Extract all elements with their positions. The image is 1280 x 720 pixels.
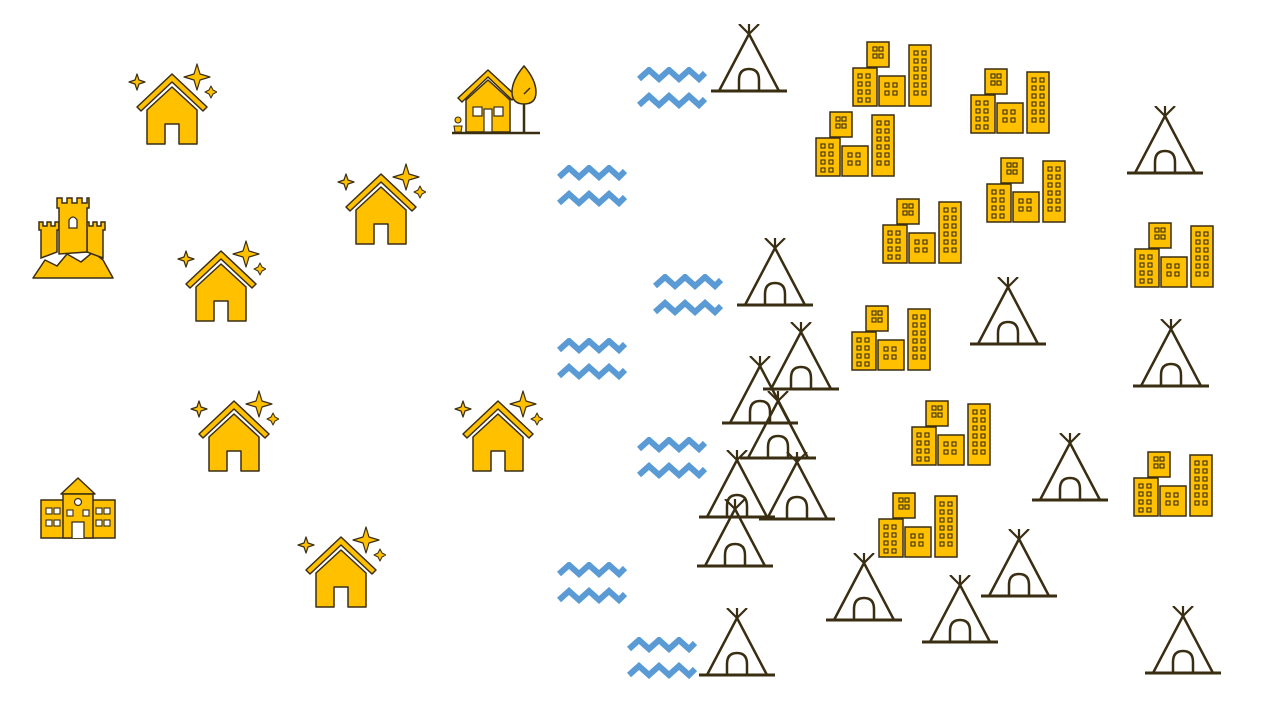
sparkle-house-icon bbox=[454, 390, 543, 472]
tepee-tent-icon bbox=[735, 238, 815, 307]
tepee-tent-icon bbox=[697, 608, 777, 677]
water-waves-icon bbox=[559, 341, 625, 376]
tepee-tent-icon bbox=[709, 24, 789, 93]
tepee-tent-icon bbox=[761, 322, 841, 391]
city-buildings-icon bbox=[882, 198, 962, 264]
tepee-tent-icon bbox=[1125, 106, 1205, 175]
school-icon bbox=[40, 477, 116, 539]
water-waves-icon bbox=[559, 168, 625, 203]
tepee-tent-icon bbox=[979, 529, 1059, 598]
city-buildings-icon bbox=[986, 157, 1066, 223]
city-buildings-icon bbox=[970, 68, 1050, 134]
city-buildings-icon bbox=[851, 305, 931, 371]
city-buildings-icon bbox=[852, 41, 932, 107]
water-waves-icon bbox=[639, 70, 705, 105]
tepee-tent-icon bbox=[968, 277, 1048, 346]
sparkle-house-icon bbox=[337, 163, 426, 245]
water-waves-icon bbox=[655, 277, 721, 312]
tepee-tent-icon bbox=[920, 575, 1000, 644]
sparkle-house-icon bbox=[177, 240, 266, 322]
tepee-tent-icon bbox=[757, 452, 837, 521]
water-waves-icon bbox=[559, 565, 625, 600]
castle-icon bbox=[32, 197, 114, 279]
sparkle-house-icon bbox=[190, 390, 279, 472]
tepee-tent-icon bbox=[1030, 433, 1110, 502]
city-buildings-icon bbox=[878, 492, 958, 558]
city-buildings-icon bbox=[1134, 222, 1214, 288]
water-waves-icon bbox=[639, 440, 705, 475]
tepee-tent-icon bbox=[824, 553, 904, 622]
sparkle-house-icon bbox=[297, 526, 386, 608]
sparkle-house-icon bbox=[128, 63, 217, 145]
cottage-with-tree-icon bbox=[450, 64, 542, 135]
tepee-tent-icon bbox=[1131, 319, 1211, 388]
city-buildings-icon bbox=[1133, 451, 1213, 517]
city-buildings-icon bbox=[815, 111, 895, 177]
water-waves-icon bbox=[629, 640, 695, 675]
city-buildings-icon bbox=[911, 400, 991, 466]
tepee-tent-icon bbox=[1143, 606, 1223, 675]
